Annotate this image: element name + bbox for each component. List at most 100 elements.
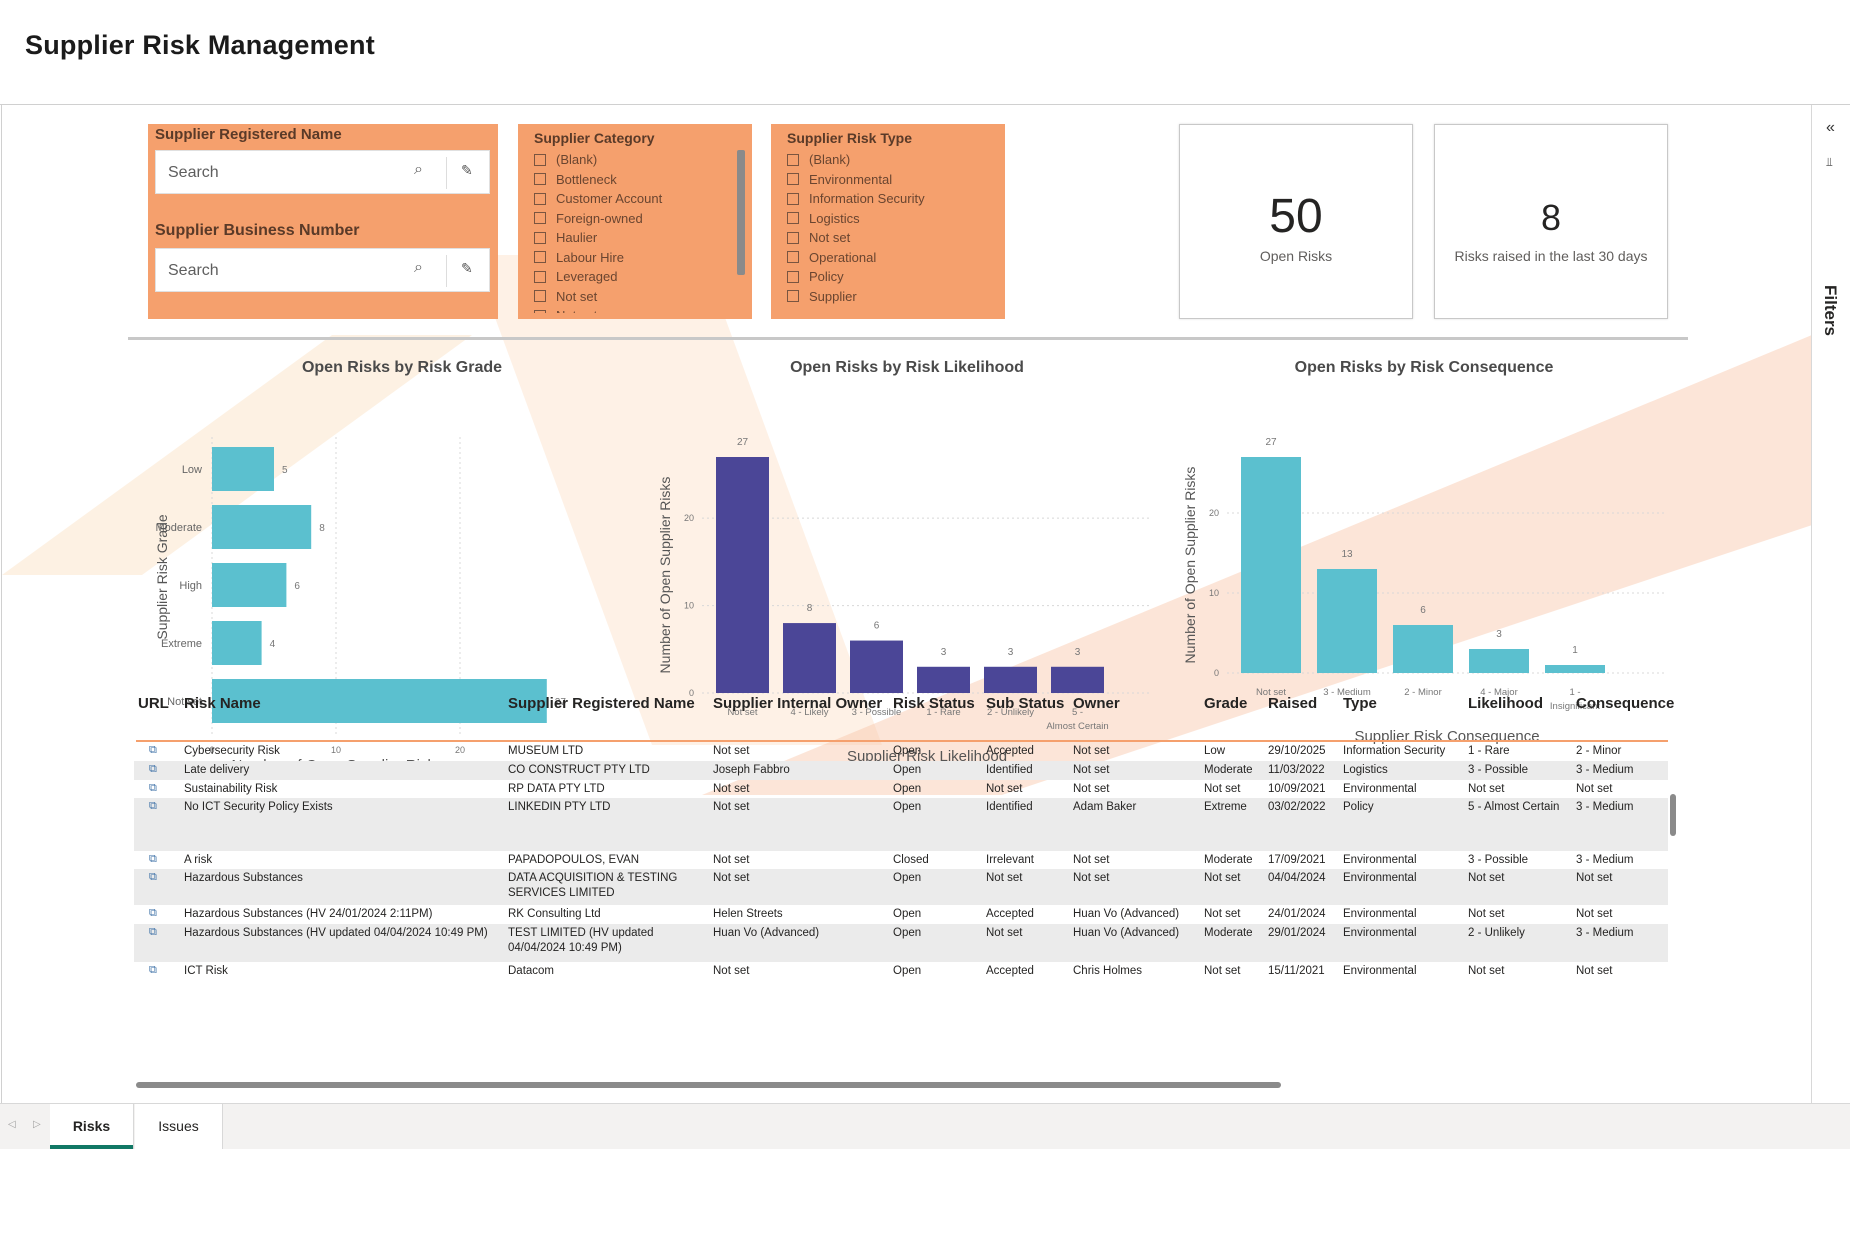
link-icon[interactable]: ⧉ [149,926,157,938]
table-row[interactable]: ⧉ Late delivery CO CONSTRUCT PTY LTD Joseph… [134,761,1668,780]
table-row[interactable]: ⧉ Hazardous Substances (HV 24/01/2024 2:1… [134,905,1668,924]
checkbox[interactable] [534,192,546,205]
clear-selection-icon[interactable]: ✎ [461,162,473,178]
checkbox[interactable] [787,290,799,303]
tab-prev-icon[interactable]: ◁ [8,1119,16,1130]
double-chevron-left-icon[interactable]: « [1826,119,1835,136]
link-icon[interactable]: ⧉ [149,964,157,976]
link-icon[interactable]: ⧉ [149,907,157,919]
checkbox[interactable] [787,270,799,283]
tab-next-icon[interactable]: ▷ [33,1119,41,1130]
risk-type-option[interactable]: Policy [787,267,997,287]
column-header[interactable]: Supplier Internal Owner [713,695,883,712]
category-option[interactable]: Customer Account [534,189,734,209]
category-label: Insignificant [1550,701,1601,712]
table-cell: A risk [184,854,213,866]
category-option[interactable]: Not set [534,287,734,307]
category-label: Not set [1256,687,1286,698]
category-label: 3 - Possible [852,707,902,718]
checkbox[interactable] [787,231,799,244]
checkbox[interactable] [534,309,546,313]
likelihood-bar-chart: 0 10 20 27 Not set 8 4 - Likely 6 3 - Possible 3 1… [657,437,1152,765]
checkbox[interactable] [787,212,799,225]
table-cell: Accepted [986,965,1034,977]
table-cell: Not set [1468,783,1505,795]
risk-type-option-label: Information Security [809,191,925,207]
column-header[interactable]: Grade [1204,695,1248,712]
checkbox[interactable] [787,173,799,186]
risk-type-option[interactable]: Operational [787,248,997,268]
column-header[interactable]: Risk Name [184,695,261,712]
registered-name-search[interactable]: Search ⌕ ✎ [155,150,490,194]
bar [984,666,1037,693]
checkbox[interactable] [534,173,546,186]
table-row[interactable]: ⧉ Sustainability Risk RP DATA PTY LTD Not s… [134,780,1668,798]
link-icon[interactable]: ⧉ [149,800,157,812]
table-cell: 2 - Minor [1576,745,1622,757]
checkbox[interactable] [787,192,799,205]
table-cell: Datacom [508,965,555,977]
bar [1317,569,1377,673]
table-cell: Helen Streets [713,908,783,920]
column-header[interactable]: URL [138,695,169,712]
table-cell: 5 - Almost Certain [1468,801,1560,813]
checkbox[interactable] [787,251,799,264]
checkbox[interactable] [534,251,546,264]
table-row[interactable]: ⧉ No ICT Security Policy Exists LINKEDIN P… [134,798,1668,851]
checkbox[interactable] [534,270,546,283]
checkbox[interactable] [534,290,546,303]
column-header[interactable]: Type [1343,695,1377,712]
category-scrollbar[interactable] [737,150,745,275]
risk-type-option[interactable]: Not set [787,228,997,248]
table-row[interactable]: ⧉ Hazardous Substances DATA ACQUISITION & … [134,869,1668,905]
filters-pane-label[interactable]: Filters [1821,285,1840,337]
category-option[interactable]: (Blank) [534,150,734,170]
column-header[interactable]: Sub Status [986,695,1065,712]
business-number-search[interactable]: Search ⌕ ✎ [155,248,490,292]
open-risks-label: Open Risks [1259,248,1333,264]
risk-type-option[interactable]: Environmental [787,170,997,190]
link-icon[interactable]: ⧉ [149,744,157,756]
category-option[interactable]: Leveraged [534,267,734,287]
column-header[interactable]: Likelihood [1468,695,1543,712]
checkbox[interactable] [534,153,546,166]
clear-selection-icon[interactable]: ✎ [461,260,473,276]
category-option[interactable]: Haulier [534,228,734,248]
table-cell: 3 - Medium [1576,854,1634,866]
link-icon[interactable]: ⧉ [149,782,157,794]
checkbox[interactable] [534,212,546,225]
table-row[interactable]: ⧉ ICT Risk Datacom Not set Open Accepted Chris… [134,962,1668,980]
risk-type-option[interactable]: Information Security [787,189,997,209]
table-vertical-scrollbar[interactable] [1670,794,1676,836]
column-header[interactable]: Consequence [1576,695,1675,712]
checkbox[interactable] [787,153,799,166]
category-option[interactable]: Bottleneck [534,170,734,190]
link-icon[interactable]: ⧉ [149,853,157,865]
risk-type-option[interactable]: (Blank) [787,150,997,170]
table-horizontal-scrollbar[interactable] [136,1082,1281,1088]
link-icon[interactable]: ⧉ [149,871,157,883]
table-row[interactable]: ⧉ Cybersecurity Risk MUSEUM LTD Not set Open… [134,742,1668,761]
link-icon[interactable]: ⧉ [149,763,157,775]
table-row[interactable]: ⧉ Hazardous Substances (HV updated 04/04/… [134,924,1668,962]
column-header[interactable]: Risk Status [893,695,975,712]
risk-type-option[interactable]: Logistics [787,209,997,229]
column-header[interactable]: Raised [1268,695,1318,712]
column-header[interactable]: Supplier Registered Name [508,695,695,712]
category-option[interactable]: Not set [534,306,734,313]
table-cell: Not set [1204,965,1241,977]
table-row[interactable]: ⧉ A risk PAPADOPOULOS, EVAN Not set Closed Ir… [134,851,1668,869]
category-option[interactable]: Labour Hire [534,248,734,268]
data-label: 8 [807,603,813,614]
table-cell: Identified [986,764,1033,776]
tab-risks[interactable]: Risks [50,1104,134,1149]
data-label: 27 [555,697,567,708]
category-option[interactable]: Foreign-owned [534,209,734,229]
category-option-label: Bottleneck [556,171,617,187]
column-header[interactable]: Owner [1073,695,1120,712]
table-cell: Open [893,783,922,795]
funnel-icon[interactable]: ⫫ [1826,155,1833,169]
risk-type-option[interactable]: Supplier [787,287,997,307]
tab-issues[interactable]: Issues [135,1104,223,1149]
checkbox[interactable] [534,231,546,244]
